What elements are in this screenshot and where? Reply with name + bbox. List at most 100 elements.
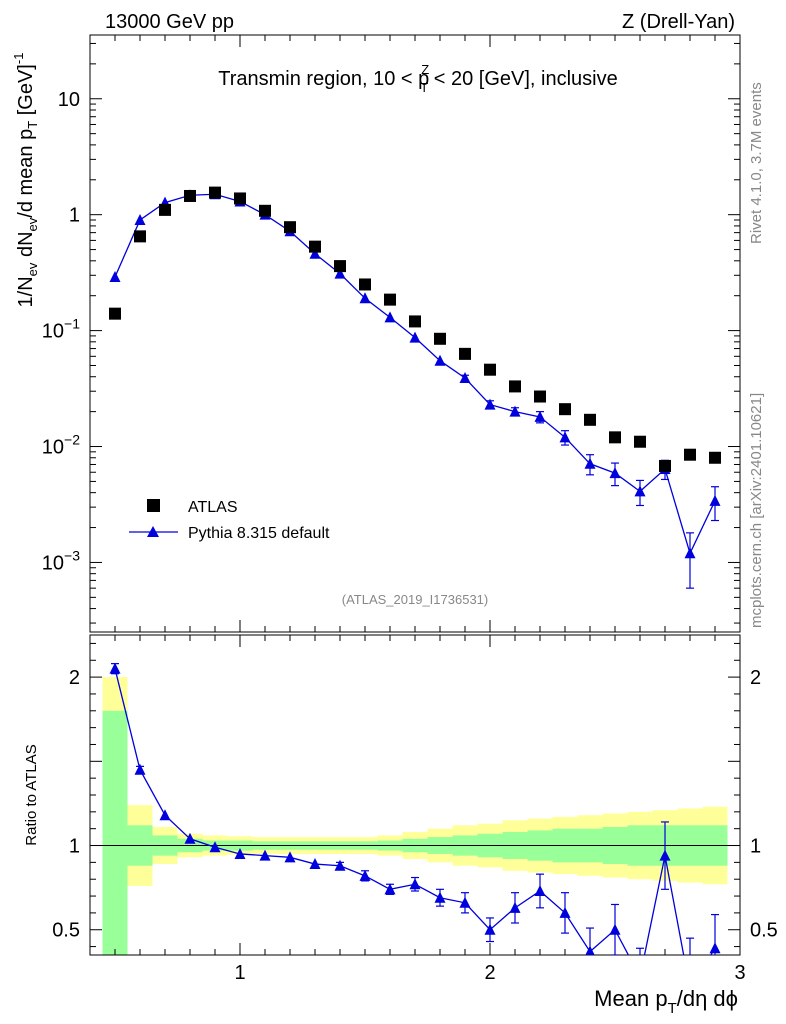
mc-point — [309, 247, 321, 259]
ratio-point — [209, 841, 221, 853]
ratio-y-axis-label: Ratio to ATLAS — [23, 744, 40, 845]
main-y-axis-label: 1/Nev dNev/d mean pT [GeV]-1 — [11, 53, 40, 308]
ratio-point — [184, 832, 196, 844]
y-tick-label: 10−2 — [42, 432, 80, 459]
mc-point — [634, 485, 646, 497]
ratio-point — [409, 878, 421, 890]
data-point — [259, 204, 271, 217]
mc-point — [334, 267, 346, 279]
mc-point — [134, 213, 146, 225]
mc-point — [434, 354, 446, 366]
y-tick-label: 1 — [69, 205, 80, 227]
data-point — [209, 186, 221, 199]
x-tick-label: 1 — [234, 962, 245, 984]
data-point — [359, 278, 371, 291]
ratio-point — [434, 891, 446, 903]
data-point — [534, 390, 546, 403]
ratio-y-tick-label-right: 2 — [750, 667, 761, 689]
side-rivet-text: Rivet 4.1.0, 3.7M events — [748, 82, 765, 244]
mc-point — [409, 331, 421, 343]
ratio-point — [309, 858, 321, 870]
x-tick-label: 3 — [734, 962, 745, 984]
ratio-y-tick-labels: 0.5 0.5 1 1 2 2 — [52, 667, 778, 942]
header-right: Z (Drell-Yan) — [622, 11, 735, 33]
ratio-point — [585, 945, 595, 955]
ratio-y-tick-label-right: 1 — [750, 836, 761, 858]
data-point — [659, 459, 671, 472]
stat-uncertainty-band — [102, 710, 128, 955]
data-point — [184, 189, 196, 202]
ratio-point — [384, 883, 396, 895]
x-axis-label: Mean pT/dη dϕ — [594, 986, 738, 1017]
mc-point — [609, 467, 621, 479]
data-point — [159, 203, 171, 216]
plot-title: Transmin region, 10 < pZ T < 20 [GeV], in… — [218, 62, 618, 95]
axis-ticks — [89, 35, 741, 955]
ratio-point — [259, 849, 271, 861]
legend-mc-marker — [147, 526, 159, 537]
data-point — [384, 293, 396, 306]
ratio-point — [709, 942, 721, 954]
side-mcplots-text: mcplots.cern.ch [arXiv:2401.10621] — [748, 393, 765, 628]
mc-point — [459, 372, 471, 384]
data-point — [459, 347, 471, 360]
mc-point — [534, 410, 546, 422]
header-left: 13000 GeV pp — [105, 11, 234, 33]
ratio-y-tick-label-left: 2 — [69, 667, 80, 689]
data-point — [309, 240, 321, 253]
ratio-point — [509, 901, 521, 913]
ratio-point — [359, 869, 371, 881]
data-point — [509, 380, 521, 393]
x-tick-labels: 1 2 3 — [234, 962, 745, 984]
ratio-series — [109, 662, 721, 955]
data-point — [284, 221, 296, 234]
data-point — [609, 431, 621, 444]
ratio-clipped-group — [109, 662, 721, 955]
data-point — [634, 435, 646, 448]
legend-data-label: ATLAS — [188, 499, 238, 516]
y-tick-label: 10−3 — [42, 547, 80, 574]
ratio-y-tick-label-left: 1 — [69, 836, 80, 858]
ratio-point — [659, 849, 671, 861]
analysis-id: (ATLAS_2019_I1736531) — [342, 592, 488, 607]
data-point — [434, 332, 446, 345]
mc-point — [484, 398, 496, 410]
ratio-point — [609, 923, 621, 935]
data-series — [109, 186, 721, 472]
data-point — [559, 403, 571, 416]
data-point — [109, 307, 121, 320]
main-y-tick-labels: 10 1 10−1 10−2 10−3 — [42, 89, 80, 575]
ratio-point — [134, 763, 146, 775]
ratio-point — [284, 851, 296, 863]
ratio-point — [484, 923, 496, 935]
ratio-y-tick-label-left: 0.5 — [52, 920, 80, 942]
y-tick-label: 10 — [58, 89, 80, 111]
data-point — [234, 192, 246, 205]
mc-point — [709, 494, 721, 506]
ratio-y-tick-label-right: 0.5 — [750, 920, 778, 942]
ratio-point — [234, 847, 246, 859]
legend-data-marker — [147, 499, 160, 512]
mc-point — [359, 292, 371, 304]
ratio-point — [559, 906, 571, 918]
data-point — [334, 260, 346, 273]
ratio-point — [159, 809, 171, 821]
ratio-point — [534, 885, 546, 896]
data-point — [684, 448, 696, 461]
data-point — [709, 451, 721, 464]
mc-point — [584, 457, 596, 469]
ratio-point — [459, 896, 471, 908]
data-point — [134, 230, 146, 243]
y-tick-label: 10−1 — [42, 316, 80, 343]
data-point — [409, 315, 421, 328]
legend: ATLAS Pythia 8.315 default — [129, 499, 330, 542]
mc-point — [109, 270, 121, 282]
mc-point — [509, 405, 521, 417]
ratio-point — [109, 662, 121, 674]
data-point — [484, 363, 496, 376]
mc-point — [559, 431, 571, 443]
legend-mc-label: Pythia 8.315 default — [188, 525, 330, 542]
data-point — [584, 413, 596, 426]
ratio-point — [334, 859, 346, 871]
